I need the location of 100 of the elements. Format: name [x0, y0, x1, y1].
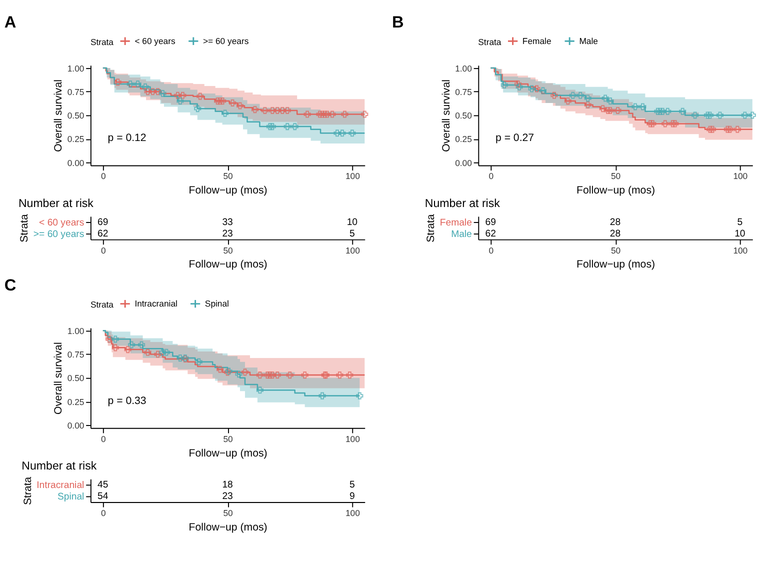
point — [316, 110, 324, 118]
point — [348, 130, 356, 137]
legend-label: >= 60 years — [203, 36, 250, 46]
data-label: 54 — [98, 491, 109, 502]
point — [584, 94, 592, 102]
point — [664, 108, 672, 115]
point — [196, 92, 204, 100]
point — [216, 366, 224, 373]
point — [716, 112, 724, 119]
x-tick-label: 50 — [610, 245, 621, 256]
data-label: 33 — [222, 216, 233, 228]
data-label: 10 — [734, 228, 746, 240]
point — [261, 106, 268, 114]
point — [704, 112, 712, 119]
x-tick-label: 0 — [488, 245, 494, 256]
point — [216, 98, 224, 105]
chart-title: Number at risk — [18, 198, 94, 210]
y-tick-label: 0.50 — [455, 110, 472, 121]
data-label: 5 — [737, 216, 743, 228]
point — [268, 106, 276, 114]
annotation: p = 0.27 — [495, 132, 534, 144]
data-label: 28 — [610, 228, 621, 240]
data-label: 9 — [350, 491, 355, 502]
point — [291, 123, 298, 130]
point — [174, 92, 182, 99]
point — [162, 348, 170, 356]
point — [539, 87, 547, 94]
point — [602, 94, 609, 102]
x-tick-label: 0 — [488, 171, 494, 182]
point — [361, 110, 368, 118]
point — [126, 80, 134, 88]
point — [301, 372, 308, 379]
data-label: 23 — [222, 228, 233, 240]
point — [318, 110, 326, 118]
point — [706, 112, 714, 119]
point — [194, 105, 202, 112]
y-tick-label: 0.00 — [67, 420, 84, 430]
point — [106, 336, 113, 343]
x-tick-label: 100 — [345, 171, 360, 182]
point — [706, 126, 714, 133]
point — [241, 368, 249, 376]
y-tick-label: Female — [440, 217, 472, 228]
y-tick-label: 0.00 — [67, 158, 84, 168]
x-tick-label: 50 — [223, 434, 234, 444]
point — [528, 85, 536, 92]
legend-label: Female — [522, 36, 552, 46]
x-tick-label: 100 — [345, 245, 360, 256]
point — [659, 108, 666, 115]
point — [564, 98, 572, 105]
point — [576, 92, 584, 99]
point — [649, 120, 656, 128]
x-tick-label: 100 — [345, 434, 360, 444]
data-label: 45 — [98, 480, 108, 491]
point — [112, 344, 119, 352]
point — [328, 110, 336, 118]
point — [321, 110, 328, 118]
y-axis-title: Overall survival — [52, 342, 65, 415]
y-tick-label: 1.00 — [455, 63, 472, 74]
point — [708, 126, 716, 133]
point — [632, 103, 639, 110]
point — [142, 83, 149, 90]
data-label: 18 — [222, 480, 233, 491]
legend-label: Intracranial — [134, 298, 178, 309]
data-label: 23 — [222, 491, 233, 502]
point — [144, 88, 152, 96]
point — [334, 130, 341, 137]
x-tick-label: 0 — [100, 434, 106, 444]
data-label: 62 — [485, 228, 496, 240]
point — [336, 372, 344, 379]
point — [550, 92, 558, 99]
point — [286, 372, 294, 379]
chart-title: Number at risk — [424, 198, 500, 210]
point — [154, 350, 162, 358]
point — [278, 106, 286, 114]
point — [268, 372, 276, 379]
x-axis-title: Follow−up (mos) — [188, 521, 268, 534]
point — [338, 130, 346, 137]
annotation: p = 0.12 — [108, 132, 146, 144]
legend-title: Strata — [90, 36, 114, 47]
point — [214, 98, 222, 105]
point — [724, 126, 731, 133]
point — [318, 392, 326, 400]
point — [614, 106, 622, 114]
data-label: 10 — [346, 216, 358, 228]
x-tick-label: 100 — [733, 245, 748, 256]
x-tick-label: 50 — [223, 508, 234, 518]
point — [138, 341, 146, 348]
point — [569, 92, 576, 99]
chart-title: B — [392, 14, 404, 32]
point — [584, 101, 592, 108]
legend-title: Strata — [478, 36, 502, 47]
x-tick-label: 50 — [223, 171, 234, 182]
y-tick-label: 0.75 — [67, 350, 84, 360]
legend-title: Strata — [90, 300, 114, 310]
point — [533, 85, 540, 92]
x-tick-label: 0 — [100, 171, 106, 182]
point — [144, 348, 152, 356]
chart-title: C — [4, 276, 16, 294]
point — [114, 78, 122, 86]
point — [679, 108, 686, 115]
